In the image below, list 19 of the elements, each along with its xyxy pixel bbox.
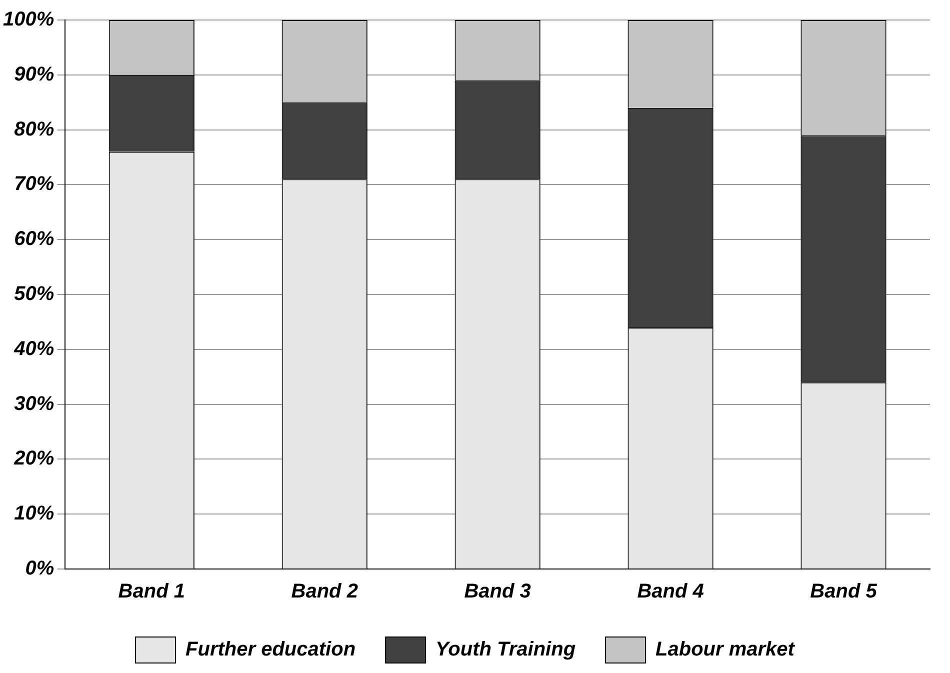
y-tick-label: 40% [13,338,54,360]
y-tick-label: 10% [14,502,54,525]
x-tick-label: Band 2 [291,580,358,603]
y-tick-label: 20% [13,448,54,470]
y-tick-label: 80% [14,118,54,140]
x-tick-label: Band 5 [810,580,878,603]
y-tick-label: 70% [14,173,54,196]
legend-label: Youth Training [436,638,576,661]
legend-label: Labour market [656,638,796,661]
y-tick-label: 50% [14,283,54,306]
x-tick-label: Band 1 [118,580,185,603]
y-tick-label: 100% [2,8,54,31]
y-tick-label: 0% [25,558,54,580]
legend-label: Further education [186,638,356,661]
x-tick-label: Band 4 [637,580,704,603]
y-tick-label: 90% [14,63,54,86]
y-tick-label: 60% [14,228,54,250]
x-tick-label: Band 3 [464,580,531,603]
y-tick-label: 30% [14,392,54,415]
